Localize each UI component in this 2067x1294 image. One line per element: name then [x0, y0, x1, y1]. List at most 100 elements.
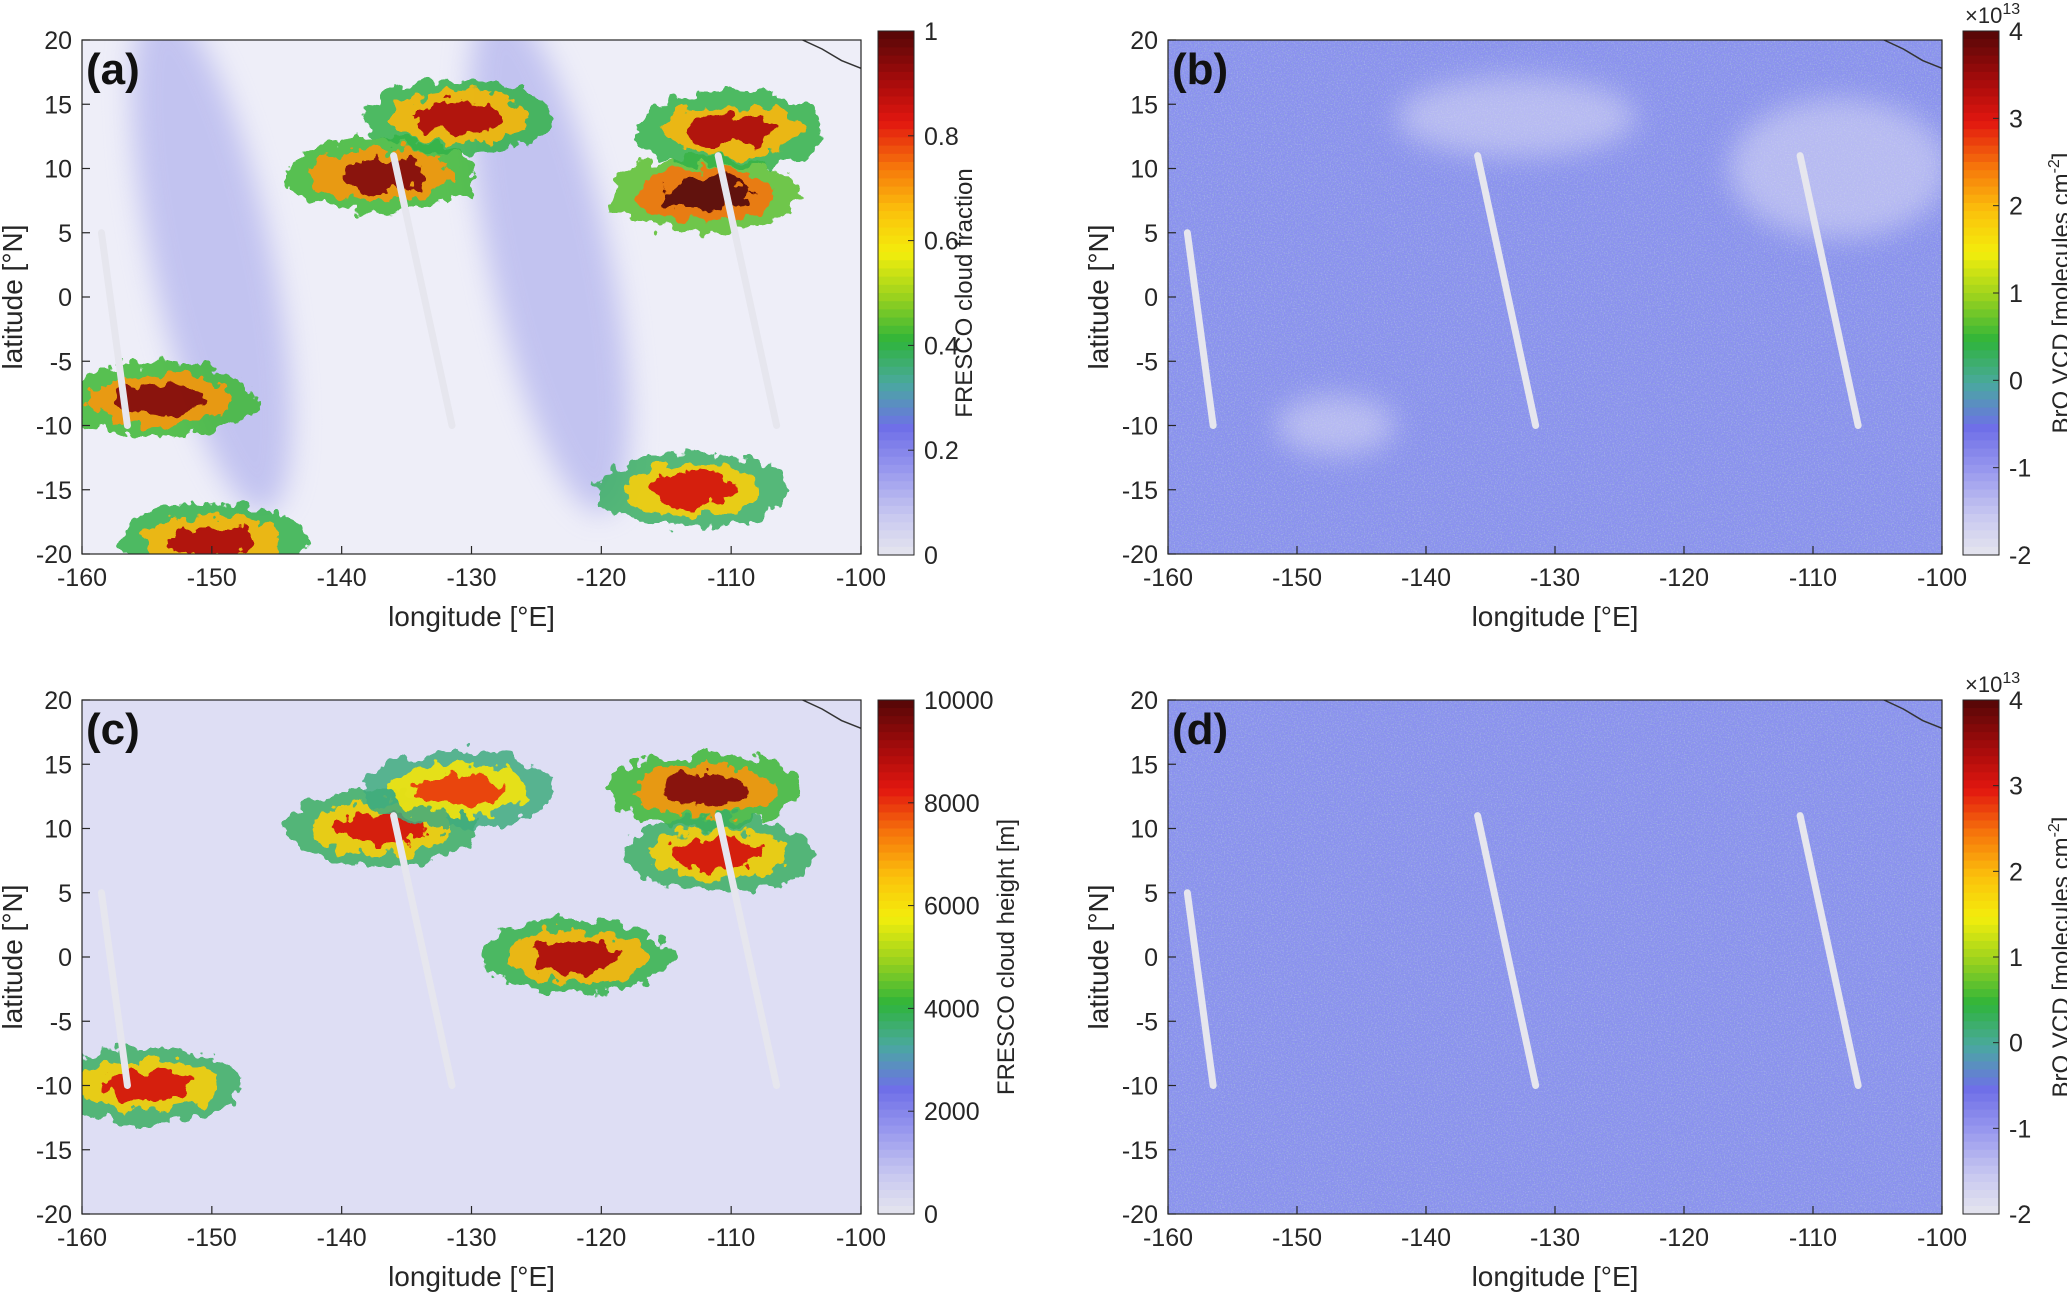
- colorbar-step: [1963, 804, 1999, 814]
- colorbar-label-main: BrO VCD [molecules cm: [2048, 837, 2067, 1097]
- colorbar-step: [878, 88, 914, 98]
- colorbar-step: [1963, 1101, 1999, 1111]
- colorbar-step: [1963, 88, 1999, 98]
- colorbar-step: [878, 940, 914, 950]
- colorbar-exponent: ×1013: [1965, 670, 2020, 697]
- colorbar-step: [878, 546, 914, 556]
- colorbar-step: [878, 957, 914, 966]
- colorbar-step: [878, 399, 914, 409]
- colorbar-step: [1963, 957, 1999, 966]
- colorbar-step: [1963, 407, 1999, 417]
- colorbar-step: [878, 162, 914, 171]
- colorbar-label-sup: -2: [2046, 159, 2063, 173]
- colorbar-step: [878, 1085, 914, 1095]
- x-tick-label: -110: [707, 1224, 755, 1252]
- x-tick-label: -110: [1789, 564, 1837, 592]
- colorbar-step: [878, 1157, 914, 1167]
- colorbar-step: [1963, 317, 1999, 327]
- colorbar-step: [1963, 186, 1999, 196]
- colorbar-step: [878, 448, 914, 458]
- colorbar-step: [1963, 716, 1999, 725]
- x-tick-label: -130: [1530, 1224, 1580, 1252]
- cloud-core: [167, 525, 256, 554]
- colorbar-step: [878, 900, 914, 910]
- colorbar-tick-label: 6000: [924, 893, 980, 921]
- y-tick-label: 10: [44, 156, 72, 184]
- colorbar-step: [878, 374, 914, 384]
- colorbar-step: [1963, 252, 1999, 261]
- colorbar-step: [878, 780, 914, 789]
- colorbar-step: [878, 884, 914, 894]
- colorbar-step: [1963, 243, 1999, 253]
- colorbar-step: [878, 1101, 914, 1111]
- colorbar-step: [1963, 153, 1999, 163]
- colorbar-step: [1963, 374, 1999, 384]
- colorbar-step: [1963, 112, 1999, 122]
- coastline: [1883, 40, 1942, 69]
- glint-band: [132, 40, 292, 514]
- colorbar-step: [1963, 1157, 1999, 1167]
- colorbar-step: [1963, 1093, 1999, 1103]
- y-tick-label: 20: [1130, 687, 1158, 715]
- colorbar-step: [878, 194, 914, 204]
- x-axis-label: longitude [°E]: [388, 1261, 555, 1292]
- colorbar-step: [878, 1013, 914, 1022]
- colorbar-step: [878, 538, 914, 548]
- cloud-core: [687, 113, 776, 146]
- colorbar-step: [1963, 530, 1999, 540]
- colorbar-step: [878, 186, 914, 196]
- colorbar-tick-label: 2: [2009, 858, 2023, 886]
- colorbar-step: [878, 989, 914, 998]
- x-tick-label: -100: [1917, 564, 1967, 592]
- colorbar-step: [1963, 908, 1999, 918]
- y-tick-label: -15: [36, 477, 72, 505]
- panel-a: -160 -150 -140 -130 -120 -110 -10020151050-5-1…: [0, 18, 978, 632]
- colorbar-tick-label: 3: [2009, 105, 2023, 133]
- colorbar-step: [1963, 162, 1999, 171]
- colorbar-step: [1963, 756, 1999, 765]
- colorbar-step: [1963, 538, 1999, 548]
- colorbar-label: FRESCO cloud fraction: [951, 168, 978, 417]
- colorbar-tick-label: 3: [2009, 773, 2023, 801]
- colorbar-step: [1963, 473, 1999, 482]
- colorbar-step: [1963, 1021, 1999, 1030]
- colorbar-step: [878, 1165, 914, 1175]
- coastline: [802, 40, 861, 69]
- colorbar-step: [1963, 522, 1999, 532]
- x-tick-label: -160: [57, 1224, 107, 1252]
- y-tick-label: 10: [44, 816, 72, 844]
- exponent-base: ×10: [1965, 672, 2002, 697]
- colorbar-tick-label: 2000: [924, 1098, 980, 1126]
- y-tick-label: 5: [58, 880, 72, 908]
- colorbar-step: [1963, 876, 1999, 886]
- colorbar-step: [1963, 350, 1999, 360]
- exponent-power: 13: [2002, 1, 2020, 18]
- colorbar-step: [878, 860, 914, 870]
- colorbar-step: [1963, 137, 1999, 147]
- colorbar-step: [1963, 788, 1999, 797]
- colorbar-step: [1963, 546, 1999, 556]
- colorbar-step: [878, 47, 914, 57]
- colorbar-step: [878, 219, 914, 229]
- cloud-core: [661, 773, 750, 806]
- colorbar-step: [878, 1053, 914, 1063]
- colorbar-step: [1963, 1085, 1999, 1095]
- colorbar-step: [1963, 884, 1999, 894]
- colorbar-step: [878, 358, 914, 368]
- x-tick-label: -140: [1401, 564, 1451, 592]
- colorbar-step: [1963, 448, 1999, 458]
- colorbar-step: [1963, 796, 1999, 806]
- colorbar-step: [878, 473, 914, 482]
- colorbar-frame: [877, 30, 915, 556]
- colorbar-step: [878, 740, 914, 749]
- colorbar-step: [878, 1069, 914, 1079]
- colorbar-tick-label: 1: [2009, 280, 2023, 308]
- colorbar-step: [878, 1189, 914, 1199]
- colorbar-step: [1963, 268, 1999, 278]
- x-tick-label: -100: [836, 564, 886, 592]
- colorbar-step: [1963, 1133, 1999, 1143]
- colorbar-step: [878, 1037, 914, 1046]
- y-tick-label: 5: [58, 220, 72, 248]
- x-tick-label: -120: [576, 564, 626, 592]
- colorbar-tick-label: 0: [924, 542, 938, 570]
